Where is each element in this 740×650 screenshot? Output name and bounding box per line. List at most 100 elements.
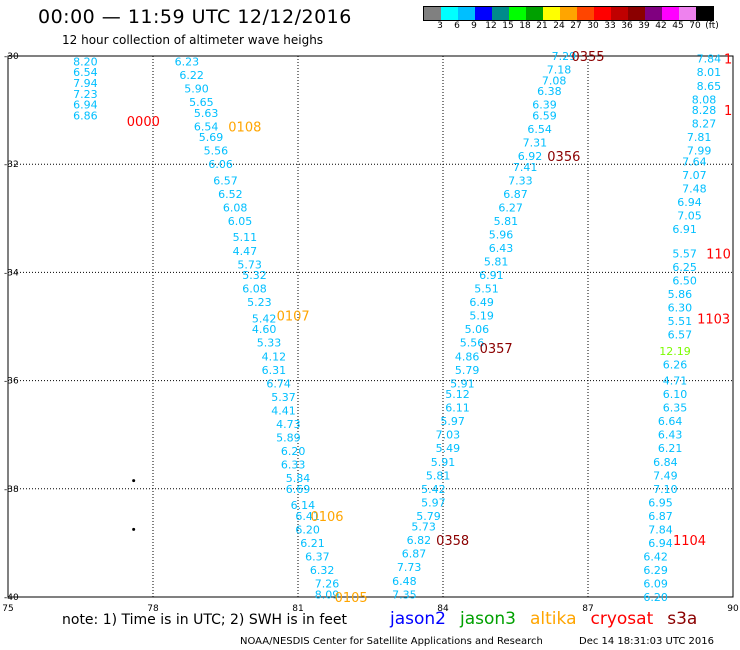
color-swatch-4: [492, 7, 509, 20]
wave-height-value: 6.74: [266, 377, 291, 390]
color-legend-label: 30: [587, 21, 599, 31]
wave-height-value: 4.86: [455, 350, 480, 363]
x-tick-label: 87: [582, 604, 593, 614]
color-legend-label: 39: [638, 21, 650, 31]
wave-height-value: 5.51: [668, 315, 693, 328]
wave-height-value: 6.87: [503, 188, 528, 201]
color-legend-label: 42: [655, 21, 667, 31]
color-legend-label: 36: [621, 21, 633, 31]
wave-height-value: 7.64: [682, 155, 707, 168]
color-legend-label: 33: [604, 21, 616, 31]
wave-height-value: 7.94: [73, 77, 98, 90]
wave-height-value: 6.91: [672, 223, 697, 236]
time-label: 110: [706, 247, 731, 262]
wave-height-value: 7.03: [436, 429, 461, 442]
wave-height-value: 6.20: [281, 445, 306, 458]
wave-height-value: 4.60: [252, 323, 277, 336]
wave-height-value: 7.31: [523, 137, 548, 150]
wave-height-value: 6.94: [648, 537, 673, 550]
color-legend-label: 15: [502, 21, 514, 31]
wave-height-value: 6.87: [648, 510, 673, 523]
color-legend-label: 27: [570, 21, 582, 31]
wave-height-value: 5.49: [436, 442, 461, 455]
chart-subtitle: 12 hour collection of altimeter wave hei…: [62, 33, 324, 47]
wave-height-value: 7.84: [648, 523, 673, 536]
satellite-altika: altika: [530, 609, 577, 629]
wave-height-value: 6.54: [73, 66, 98, 79]
color-legend-label: 24: [553, 21, 565, 31]
satellite-legend: jason2 jason3 altika cryosat s3a: [390, 609, 711, 629]
wave-height-value: 6.09: [643, 577, 668, 590]
x-tick-label: 84: [437, 604, 449, 614]
wave-height-value: 6.57: [213, 174, 238, 187]
wave-height-value: 6.31: [262, 364, 287, 377]
wave-height-value: 6.84: [653, 456, 678, 469]
wave-height-value: 6.10: [663, 388, 688, 401]
wave-height-value: 6.35: [663, 402, 688, 415]
wave-height-value: 7.07: [682, 169, 707, 182]
wave-height-value: 6.05: [228, 215, 253, 228]
satellite-jason2: jason2: [390, 609, 446, 629]
wave-height-value: 6.21: [658, 442, 683, 455]
color-legend-label: 9: [471, 21, 477, 31]
wave-height-value: 12.19: [659, 345, 691, 358]
wave-height-value: 6.14: [291, 499, 316, 512]
color-legend-label: 70: [689, 21, 701, 31]
wave-height-value: 7.41: [513, 161, 538, 174]
wave-height-value: 8.65: [697, 80, 722, 93]
wave-height-value: 6.27: [498, 201, 523, 214]
color-legend-bar: [423, 6, 714, 21]
y-tick-label: -30: [4, 52, 19, 62]
wave-height-value: 6.48: [392, 575, 417, 588]
plot-border: [7, 55, 734, 598]
wave-height-value: 6.91: [479, 269, 504, 282]
wave-height-value: 5.81: [494, 215, 519, 228]
wave-height-value: 5.06: [465, 323, 490, 336]
marker-dot: [132, 527, 136, 531]
wave-height-value: 7.84: [697, 53, 722, 66]
wave-height-value: 6.08: [242, 283, 267, 296]
wave-height-value: 5.91: [431, 456, 456, 469]
wave-height-value: 4.71: [663, 375, 688, 388]
color-swatch-11: [611, 7, 628, 20]
wave-height-value: 7.10: [653, 483, 678, 496]
wave-height-value: 7.35: [392, 588, 417, 601]
wave-height-value: 5.11: [233, 231, 258, 244]
wave-height-value: 5.51: [474, 283, 499, 296]
wave-height-value: 6.08: [223, 201, 248, 214]
wave-height-value: 7.48: [682, 183, 707, 196]
wave-height-value: 6.57: [668, 329, 693, 342]
wave-height-value: 6.06: [208, 158, 233, 171]
wave-height-value: 5.42: [252, 312, 277, 325]
wave-height-value: 5.91: [450, 377, 475, 390]
wave-height-value: 6.87: [402, 548, 427, 561]
wave-height-value: 5.33: [257, 337, 282, 350]
y-tick-label: -40: [4, 593, 19, 603]
wave-height-value: 6.11: [445, 402, 470, 415]
color-legend-label: (ft): [705, 21, 719, 31]
wave-height-value: 6.20: [643, 591, 668, 604]
wave-height-value: 5.57: [672, 247, 697, 260]
wave-height-value: 6.52: [218, 188, 243, 201]
wave-height-value: 6.20: [295, 523, 320, 536]
wave-height-value: 5.73: [411, 521, 436, 534]
wave-height-value: 6.30: [668, 302, 693, 315]
wave-height-value: 6.41: [295, 510, 320, 523]
wave-height-value: 6.32: [310, 564, 335, 577]
time-label: 0108: [228, 120, 261, 135]
wave-height-value: 7.49: [653, 469, 678, 482]
wave-height-value: 5.86: [668, 288, 693, 301]
wave-height-value: 7.99: [687, 145, 712, 158]
color-swatch-14: [662, 7, 679, 20]
wave-height-value: 7.29: [552, 50, 577, 63]
wave-height-value: 5.65: [189, 96, 214, 109]
wave-height-value: 6.21: [300, 537, 325, 550]
wave-height-value: 6.54: [527, 123, 552, 136]
wave-height-value: 5.19: [469, 310, 494, 323]
wave-height-value: 5.42: [421, 483, 446, 496]
wave-height-value: 8.28: [692, 104, 717, 117]
color-swatch-0: [424, 7, 441, 20]
wave-height-value: 5.56: [204, 145, 229, 158]
wave-height-value: 5.32: [242, 269, 267, 282]
time-label: 0000: [127, 115, 160, 130]
